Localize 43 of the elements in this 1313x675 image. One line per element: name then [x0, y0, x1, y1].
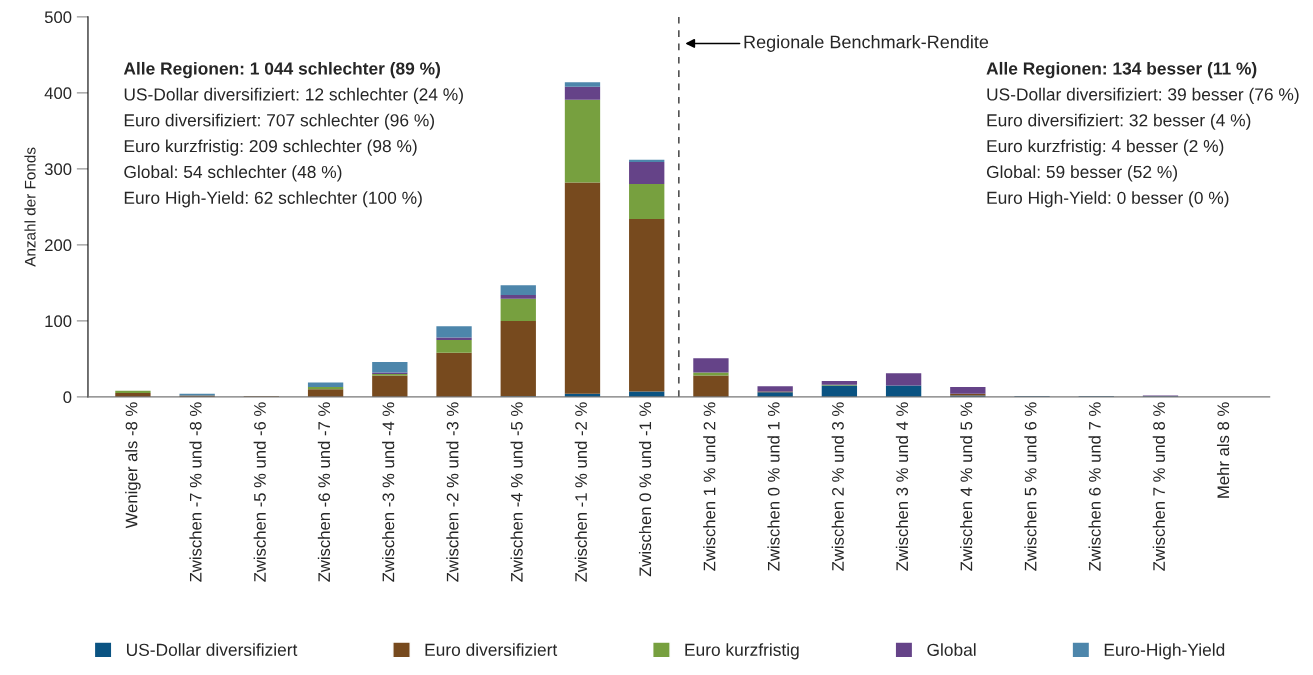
x-tick-label: Zwischen -3 % und -4 %	[382, 402, 395, 582]
legend-label: Euro kurzfristig	[685, 643, 799, 660]
annotation: Alle Regionen: 134 besser (11 %)	[986, 61, 1257, 79]
x-tick-label: Zwischen 0 % und 1 %	[767, 402, 780, 571]
annotation: Euro diversifiziert: 707 schlechter (96 %)	[124, 113, 435, 130]
annotation: Euro diversifiziert: 32 besser (4 %)	[987, 113, 1251, 130]
x-tick-label: Zwischen 5 % und 6 %	[1024, 402, 1037, 571]
x-tick-label: Zwischen -4 % und -5 %	[510, 402, 523, 582]
annotation: US-Dollar diversifiziert: 12 schlechter (24 %)	[124, 87, 463, 104]
x-tick-label: Zwischen 2 % und 3 %	[831, 402, 844, 571]
y-tick-label: 200	[45, 239, 72, 252]
annotation: Euro High-Yield: 0 besser (0 %)	[987, 191, 1229, 208]
x-tick-label: Zwischen -7 % und -8 %	[189, 402, 202, 582]
annotation: Alle Regionen: 1 044 schlechter (89 %)	[123, 61, 440, 79]
annotation: Euro kurzfristig: 209 schlechter (98 %)	[124, 139, 417, 156]
annotation: Euro kurzfristig: 4 besser (2 %)	[987, 139, 1224, 156]
annotation: US-Dollar diversifiziert: 39 besser (76 %)	[987, 87, 1299, 104]
x-tick-label: Zwischen 6 % und 7 %	[1088, 402, 1101, 571]
x-tick-label: Weniger als -8 %	[125, 402, 141, 529]
x-tick-label: Zwischen 7 % und 8 %	[1152, 402, 1165, 571]
y-tick-label: 300	[44, 163, 72, 176]
legend-label: Global	[927, 643, 976, 656]
annotation: Euro High-Yield: 62 schlechter (100 %)	[124, 191, 422, 208]
x-tick-label: Zwischen -6 % und -7 %	[317, 402, 331, 582]
legend-label: Euro diversifiziert	[425, 643, 558, 656]
x-tick-label: Zwischen 0 % und -1 %	[638, 402, 652, 577]
annotation: Regionale Benchmark-Rendite	[744, 35, 989, 52]
x-tick-label: Zwischen 3 % und 4 %	[895, 402, 909, 571]
x-tick-label: Zwischen -2 % und -3 %	[446, 402, 459, 582]
legend-label: US-Dollar diversifiziert	[127, 643, 298, 656]
x-tick-label: Zwischen 4 % und 5 %	[960, 402, 973, 571]
y-tick-label: 100	[45, 315, 72, 328]
x-tick-label: Zwischen -5 % und -6 %	[253, 402, 266, 582]
y-axis-title: Anzahl der Fonds	[24, 147, 36, 267]
y-tick-label: 400	[44, 87, 72, 100]
y-tick-label: 0	[63, 391, 72, 404]
annotation: Global: 54 schlechter (48 %)	[124, 165, 342, 182]
x-tick-label: Zwischen 1 % und 2 %	[703, 402, 716, 571]
x-tick-label: Zwischen -1 % und -2 %	[574, 402, 587, 582]
x-tick-label: Mehr als 8 %	[1216, 402, 1230, 498]
y-tick-label: 500	[44, 11, 72, 24]
legend-label: Euro-High-Yield	[1104, 643, 1225, 660]
annotation: Global: 59 besser (52 %)	[986, 165, 1178, 182]
